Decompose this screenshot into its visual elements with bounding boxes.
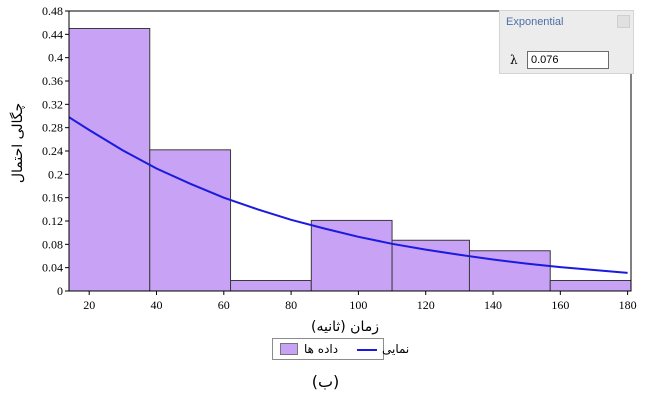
y-tick-label: 0.12	[42, 214, 63, 228]
y-tick-label: 0.04	[42, 261, 63, 275]
histogram-bar-2	[149, 149, 232, 292]
y-tick-label: 0.28	[42, 121, 63, 135]
histogram-bar-6	[468, 250, 551, 292]
x-tick-label: 100	[349, 298, 367, 312]
y-tick-label: 0.48	[42, 4, 63, 18]
exponential-fit-curve	[68, 116, 628, 274]
tick-labels: 0 0.04 0.08 0.12 0.16 0.2 0.24 0.28 0.32 0.36 0.4 0…	[42, 4, 637, 312]
x-tick-label: 40	[150, 298, 162, 312]
y-tick-label: 0	[57, 284, 63, 298]
y-tick-label: 0.08	[42, 237, 63, 251]
bars-legend-swatch	[280, 343, 298, 355]
histogram-bar-3	[230, 280, 312, 292]
lambda-label: λ	[510, 53, 518, 67]
x-tick-label: 20	[83, 298, 95, 312]
x-tick-label: 180	[619, 298, 637, 312]
histogram-bar-1	[68, 28, 151, 292]
panel-close-icon[interactable]	[617, 15, 630, 28]
y-tick-label: 0.44	[42, 27, 63, 41]
figure-caption: (ب)	[311, 372, 340, 391]
curve-legend-line	[357, 349, 377, 351]
y-tick-label: 0.4	[48, 51, 63, 65]
lambda-input[interactable]	[527, 51, 609, 69]
fit-parameter-panel: Exponential λ	[499, 10, 634, 74]
histogram-bar-5	[391, 239, 470, 292]
y-tick-label: 0.16	[42, 191, 63, 205]
y-tick-label: 0.36	[42, 74, 63, 88]
axes	[65, 10, 632, 295]
x-tick-label: 160	[551, 298, 569, 312]
histogram-bar-4	[310, 219, 393, 292]
x-tick-label: 60	[218, 298, 230, 312]
curve-legend-label: نمایی	[382, 342, 410, 356]
bars-legend-label: داده ها	[304, 342, 339, 356]
fit-panel-title: Exponential	[506, 16, 564, 28]
x-axis-title: زمان (ثانیه)	[311, 319, 379, 335]
chart-legend: داده ها نمایی	[272, 338, 409, 360]
y-tick-label: 0.2	[48, 167, 63, 181]
x-tick-label: 120	[417, 298, 435, 312]
x-tick-label: 80	[285, 298, 297, 312]
histogram-bars	[68, 28, 632, 292]
y-tick-label: 0.24	[42, 144, 63, 158]
histogram-bar-7	[549, 280, 632, 292]
y-axis-title: چگالی احتمال	[9, 103, 26, 183]
x-tick-label: 140	[484, 298, 502, 312]
y-tick-label: 0.32	[42, 97, 63, 111]
